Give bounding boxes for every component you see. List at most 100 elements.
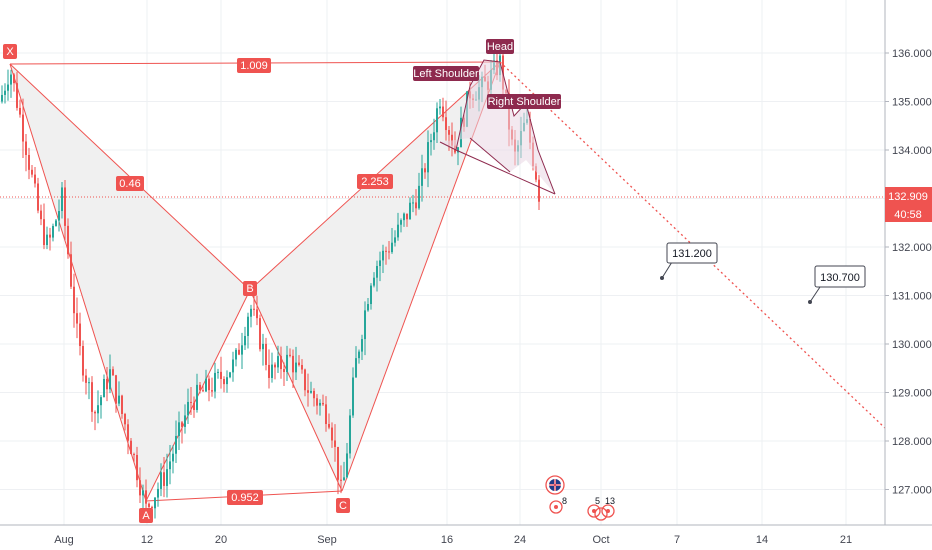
- candle-body: [286, 354, 288, 373]
- x-tick-label: 16: [441, 534, 453, 546]
- candle-body: [394, 237, 396, 243]
- candle-body: [391, 242, 393, 253]
- candle-body: [73, 286, 75, 314]
- x-tick-label: 21: [840, 534, 852, 546]
- x-tick-label: Aug: [54, 534, 74, 546]
- candle-body: [319, 402, 321, 406]
- candle-body: [376, 265, 378, 278]
- candle-body: [211, 390, 213, 392]
- candle-body: [400, 220, 402, 225]
- candle-body: [184, 415, 186, 427]
- candle-body: [418, 185, 420, 209]
- callout-131200[interactable]: 131.200: [660, 242, 718, 280]
- hs-neckline-upper: [469, 137, 511, 173]
- candle-body: [181, 422, 183, 427]
- candle-body: [358, 351, 360, 359]
- candle-body: [166, 469, 168, 486]
- event-markers[interactable]: 8 5 13: [545, 475, 615, 521]
- label-right-shoulder: Right Shoulder: [487, 94, 561, 109]
- candle-body: [412, 202, 414, 204]
- y-tick-label: 135.000: [892, 97, 932, 109]
- candle-body: [178, 422, 180, 436]
- candle-body: [223, 378, 225, 385]
- candle-body: [448, 130, 450, 135]
- candle-body: [145, 490, 147, 504]
- candle-body: [1, 94, 3, 102]
- candle-body: [46, 234, 48, 246]
- ratio-ac: 0.952: [227, 490, 263, 505]
- candle-body: [100, 397, 102, 406]
- candle-body: [433, 132, 435, 141]
- y-tick-label: 130.000: [892, 339, 932, 351]
- candle-body: [163, 472, 165, 486]
- candle-body: [133, 454, 135, 456]
- svg-text:130.700: 130.700: [820, 272, 860, 284]
- candle-body: [301, 365, 303, 370]
- candle-body: [121, 395, 123, 414]
- candle-body: [91, 382, 93, 412]
- svg-text:Left Shoulder: Left Shoulder: [413, 68, 479, 80]
- event-badge-5: 5: [587, 496, 608, 521]
- ratio-bd: 2.253: [357, 174, 393, 189]
- candle-body: [442, 106, 444, 118]
- harmonic-leg-bc: [249, 289, 343, 492]
- point-c-label: C: [336, 498, 350, 513]
- callout-130700[interactable]: 130.700: [808, 265, 866, 304]
- candle-body: [103, 379, 105, 398]
- candle-body: [283, 369, 285, 373]
- candle-body: [7, 84, 9, 91]
- time-axis[interactable]: Aug 12 20 Sep 16 24 Oct 7 14 21: [0, 524, 932, 546]
- candle-body: [292, 355, 294, 373]
- candle-body: [175, 435, 177, 454]
- candle-body: [436, 108, 438, 133]
- x-tick-label: 20: [215, 534, 227, 546]
- svg-text:Right Shoulder: Right Shoulder: [488, 96, 561, 108]
- candle-body: [274, 364, 276, 368]
- y-tick-label: 128.000: [892, 436, 932, 448]
- candle-body: [193, 402, 195, 410]
- ratio-labels: 1.009 0.46 2.253 0.952: [116, 58, 393, 505]
- candle-body: [205, 378, 207, 392]
- candle-body: [52, 225, 54, 238]
- ratio-xb: 0.46: [116, 176, 144, 191]
- candle-body: [355, 358, 357, 378]
- candle-body: [334, 440, 336, 447]
- candle-body: [25, 141, 27, 155]
- candle-body: [220, 371, 222, 379]
- candle-body: [403, 213, 405, 221]
- price-axis[interactable]: 136.000135.000134.000133.000132.000131.0…: [884, 0, 932, 525]
- candle-body: [76, 313, 78, 324]
- candle-body: [271, 364, 273, 378]
- candle-body: [238, 349, 240, 355]
- svg-text:8: 8: [562, 496, 567, 506]
- svg-text:X: X: [6, 46, 14, 58]
- uk-flag-icon: [545, 475, 565, 495]
- svg-text:Head: Head: [487, 41, 513, 53]
- candle-body: [10, 74, 12, 85]
- candle-body: [457, 147, 459, 153]
- candle-body: [349, 415, 351, 454]
- candle-body: [169, 461, 171, 470]
- candle-body: [217, 371, 219, 373]
- candle-body: [322, 402, 324, 405]
- candle-body: [40, 210, 42, 220]
- candle-body: [427, 142, 429, 173]
- candle-body: [370, 285, 372, 305]
- candle-body: [262, 343, 264, 350]
- candle-body: [214, 372, 216, 392]
- svg-text:13: 13: [605, 496, 615, 506]
- y-tick-label: 127.000: [892, 485, 932, 497]
- svg-text:A: A: [142, 510, 150, 522]
- candle-body: [34, 174, 36, 184]
- candle-body: [148, 503, 150, 507]
- candle-body: [244, 336, 246, 346]
- candle-body: [31, 169, 33, 175]
- candle-body: [373, 277, 375, 286]
- candle-body: [94, 411, 96, 414]
- candle-body: [304, 369, 306, 391]
- candle-body: [439, 106, 441, 109]
- candle-body: [268, 364, 270, 378]
- svg-text:C: C: [339, 500, 347, 512]
- candle-body: [61, 187, 63, 212]
